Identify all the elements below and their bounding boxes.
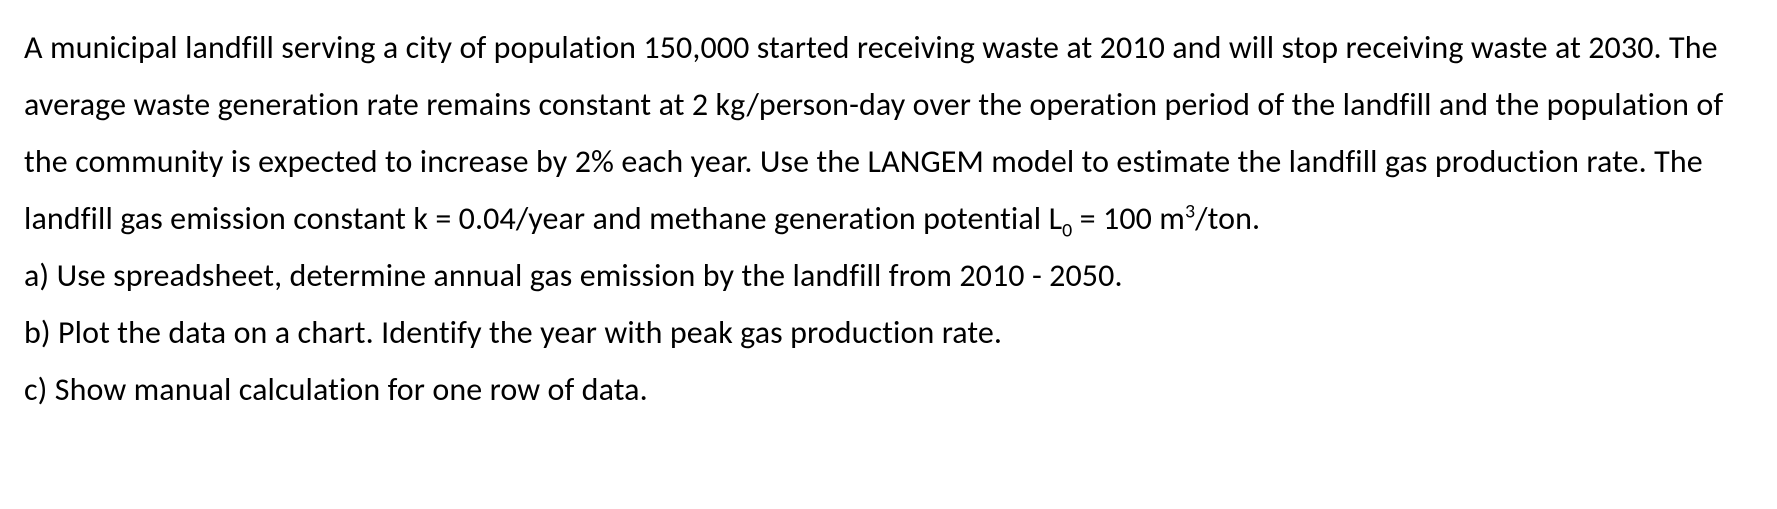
problem-paragraph: A municipal landfill serving a city of p… <box>24 20 1753 248</box>
subscript-zero: 0 <box>1062 218 1072 242</box>
problem-page: A municipal landfill serving a city of p… <box>0 0 1777 439</box>
paragraph-after-sup: /ton. <box>1195 199 1260 238</box>
part-a-line: a) Use spreadsheet, determine annual gas… <box>24 248 1753 305</box>
superscript-three: 3 <box>1185 199 1195 223</box>
paragraph-after-sub: = 100 m <box>1072 199 1185 238</box>
part-b-line: b) Plot the data on a chart. Identify th… <box>24 305 1753 362</box>
paragraph-main-text: A municipal landfill serving a city of p… <box>24 28 1723 238</box>
part-c-line: c) Show manual calculation for one row o… <box>24 362 1753 419</box>
